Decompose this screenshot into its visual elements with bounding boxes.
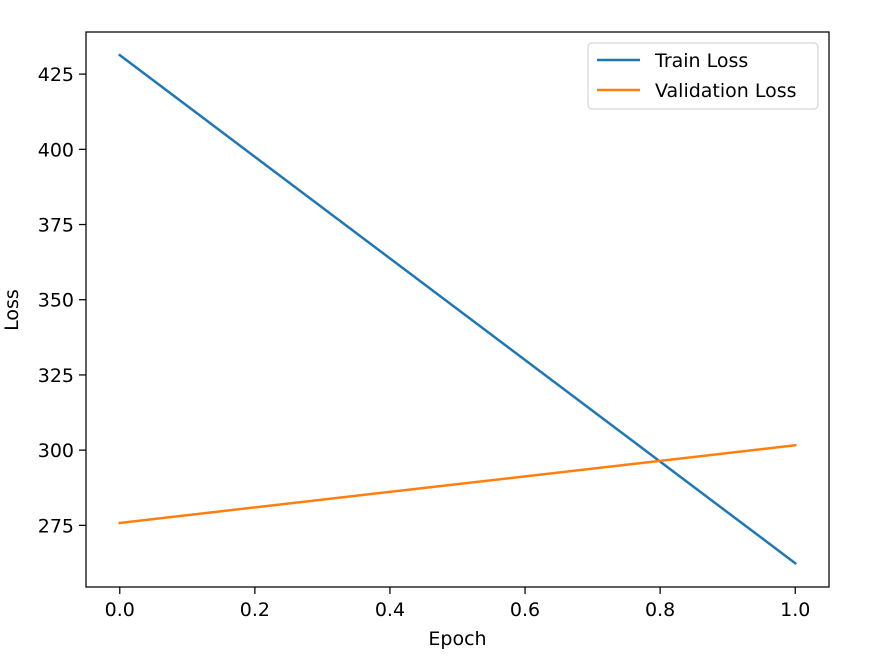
x-tick-label: 0.8 [645, 599, 675, 621]
y-tick-label: 325 [38, 365, 74, 387]
y-tick-label: 375 [38, 215, 74, 237]
y-tick-label: 425 [38, 64, 74, 86]
x-tick-label: 0.2 [240, 599, 270, 621]
x-tick-label: 0.6 [510, 599, 540, 621]
x-tick-label: 0.0 [105, 599, 135, 621]
y-axis-label: Loss [1, 289, 23, 331]
legend-label-train-loss: Train Loss [654, 50, 748, 72]
legend-label-validation-loss: Validation Loss [655, 80, 797, 102]
y-tick-label: 350 [38, 290, 74, 312]
y-tick-label: 300 [38, 440, 74, 462]
legend: Train Loss Validation Loss [587, 42, 819, 110]
series-line-validation-loss [118, 443, 797, 525]
y-axis-ticks: 275 300 325 350 375 400 425 [38, 64, 86, 537]
plot-area-frame [85, 31, 830, 588]
x-tick-label: 0.4 [375, 599, 405, 621]
y-tick-label: 400 [38, 139, 74, 161]
x-tick-label: 1.0 [780, 599, 810, 621]
legend-box [587, 42, 819, 110]
series-lines [118, 53, 797, 565]
x-axis-ticks: 0.0 0.2 0.4 0.6 0.8 1.0 [105, 587, 810, 621]
y-tick-label: 275 [38, 515, 74, 537]
series-line-train-loss [118, 53, 797, 565]
x-axis-label: Epoch [428, 628, 486, 650]
